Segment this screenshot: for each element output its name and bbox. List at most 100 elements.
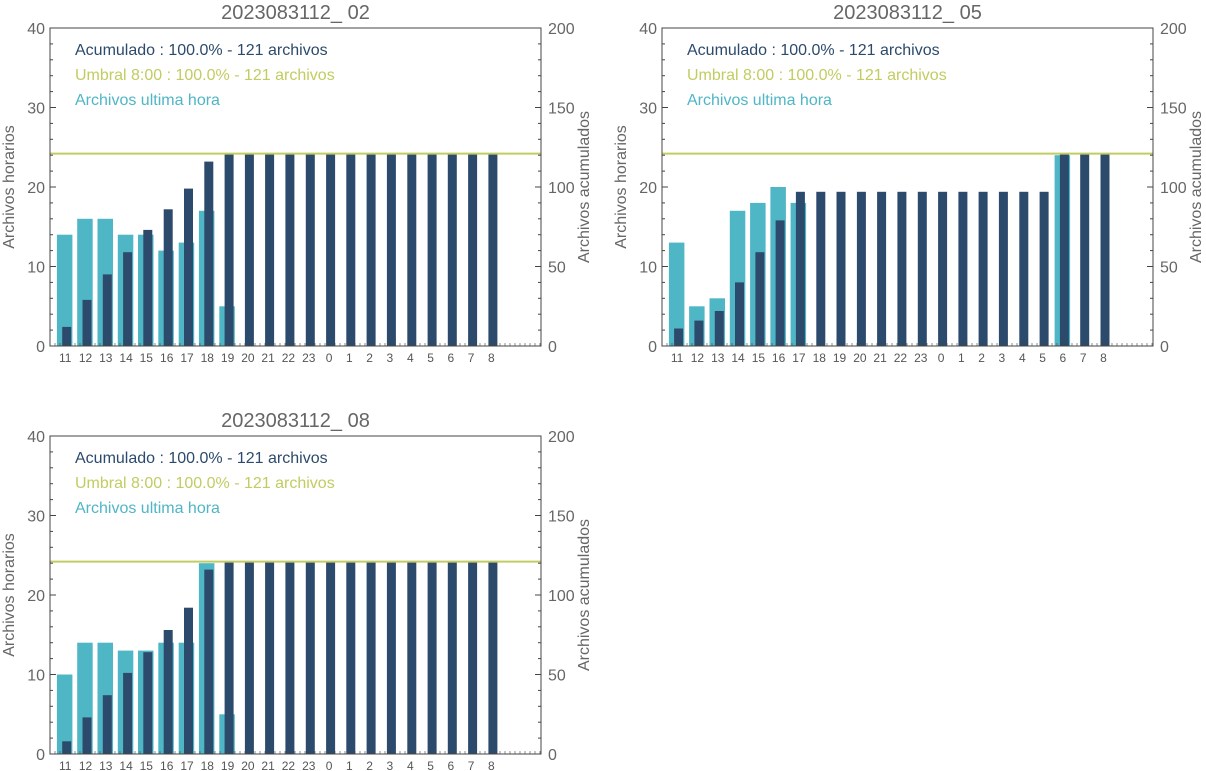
x-tick-label: 15 (752, 351, 766, 365)
cumulative-bar (184, 188, 193, 346)
x-tick-label: 7 (468, 759, 475, 771)
cumulative-bar (204, 161, 214, 346)
cumulative-bar (816, 191, 826, 346)
y-tick-label-left: 40 (639, 21, 657, 38)
cumulative-bar (468, 153, 478, 346)
hourly-bar (668, 242, 685, 346)
cumulative-bar (224, 153, 234, 346)
x-tick-label: 20 (241, 351, 255, 365)
cumulative-bar (938, 191, 948, 346)
x-tick-label: 13 (99, 351, 113, 365)
cumulative-bar (82, 717, 92, 754)
x-tick-label: 15 (140, 351, 154, 365)
y-axis-label-left: Archivos horarios (1, 533, 18, 657)
cumulative-bar (407, 153, 417, 346)
cumulative-bar (407, 561, 417, 754)
x-tick-label: 7 (1080, 351, 1087, 365)
cumulative-bar (62, 741, 72, 754)
cumulative-bar (143, 229, 153, 346)
legend-entry: Archivos ultima hora (75, 92, 220, 109)
x-tick-label: 1 (958, 351, 965, 365)
x-tick-label: 12 (79, 759, 93, 771)
x-tick-label: 12 (691, 351, 705, 365)
y-tick-label-right: 100 (548, 588, 575, 605)
x-tick-label: 4 (1019, 351, 1026, 365)
cumulative-bar (123, 252, 133, 346)
cumulative-bar (917, 191, 927, 346)
x-tick-label: 6 (447, 351, 454, 365)
cumulative-bar (795, 191, 805, 346)
cumulative-bar (1100, 153, 1110, 346)
x-tick-label: 4 (407, 351, 414, 365)
y-tick-label-left: 10 (27, 260, 45, 277)
cumulative-bar (468, 561, 478, 754)
cumulative-bar (143, 652, 153, 754)
cumulative-bar (305, 153, 315, 346)
x-tick-label: 11 (59, 351, 72, 365)
cumulative-bar (978, 191, 988, 346)
x-tick-label: 22 (894, 351, 908, 365)
y-axis-label-left: Archivos horarios (613, 125, 630, 249)
cumulative-bar (163, 630, 173, 754)
hourly-bar (56, 674, 73, 754)
cumulative-bar (102, 274, 112, 346)
cumulative-bar (714, 311, 724, 346)
cumulative-bar (735, 282, 744, 346)
x-tick-label: 13 (711, 351, 725, 365)
x-tick-label: 12 (79, 351, 93, 365)
x-tick-label: 16 (772, 351, 786, 365)
x-tick-label: 13 (99, 759, 113, 771)
x-tick-label: 5 (1039, 351, 1046, 365)
chart-title: 2023083112_ 02 (221, 2, 370, 24)
cumulative-bar (265, 153, 275, 346)
cumulative-bar (447, 153, 457, 346)
cumulative-bar (366, 153, 376, 346)
cumulative-bar (877, 191, 887, 346)
y-tick-label-left: 40 (27, 21, 45, 38)
y-tick-label-right: 150 (548, 509, 575, 526)
chart-title: 2023083112_ 05 (833, 2, 982, 24)
legend-entry: Umbral 8:00 : 100.0% - 121 archivos (687, 67, 947, 84)
x-tick-label: 19 (221, 351, 235, 365)
x-tick-label: 19 (833, 351, 847, 365)
x-tick-label: 2 (978, 351, 985, 365)
cumulative-bar (305, 561, 315, 754)
x-tick-label: 16 (160, 351, 174, 365)
cumulative-bar (62, 326, 72, 346)
x-tick-label: 14 (119, 759, 133, 771)
y-tick-label-right: 200 (1160, 21, 1187, 38)
cumulative-bar (427, 561, 437, 754)
cumulative-bar (123, 672, 133, 754)
cumulative-bar (204, 569, 214, 754)
x-tick-label: 8 (488, 351, 495, 365)
cumulative-bar (1080, 153, 1090, 346)
x-tick-label: 0 (326, 351, 333, 365)
x-tick-label: 14 (731, 351, 745, 365)
y-tick-label-right: 150 (1160, 101, 1187, 118)
chart-title: 2023083112_ 08 (221, 410, 370, 432)
x-tick-label: 22 (282, 351, 296, 365)
legend-entry: Umbral 8:00 : 100.0% - 121 archivos (75, 475, 335, 492)
legend-entry: Archivos ultima hora (687, 92, 832, 109)
x-tick-label: 21 (873, 351, 887, 365)
cumulative-bar (447, 561, 457, 754)
cumulative-bar (1019, 191, 1029, 346)
x-tick-label: 20 (241, 759, 255, 771)
x-tick-label: 20 (853, 351, 867, 365)
cumulative-bar (224, 561, 234, 754)
cumulative-bar (836, 191, 846, 346)
cumulative-bar (366, 561, 376, 754)
legend-entry: Acumulado : 100.0% - 121 archivos (75, 450, 328, 467)
y-axis-label-right: Archivos acumulados (576, 111, 593, 263)
x-tick-label: 2 (366, 351, 373, 365)
legend-entry: Acumulado : 100.0% - 121 archivos (75, 42, 328, 59)
y-tick-label-right: 50 (548, 260, 566, 277)
y-axis-label-right: Archivos acumulados (1188, 111, 1205, 263)
x-tick-label: 23 (302, 351, 316, 365)
x-tick-label: 6 (447, 759, 454, 771)
x-tick-label: 1 (346, 351, 353, 365)
y-tick-label-left: 20 (27, 588, 45, 605)
